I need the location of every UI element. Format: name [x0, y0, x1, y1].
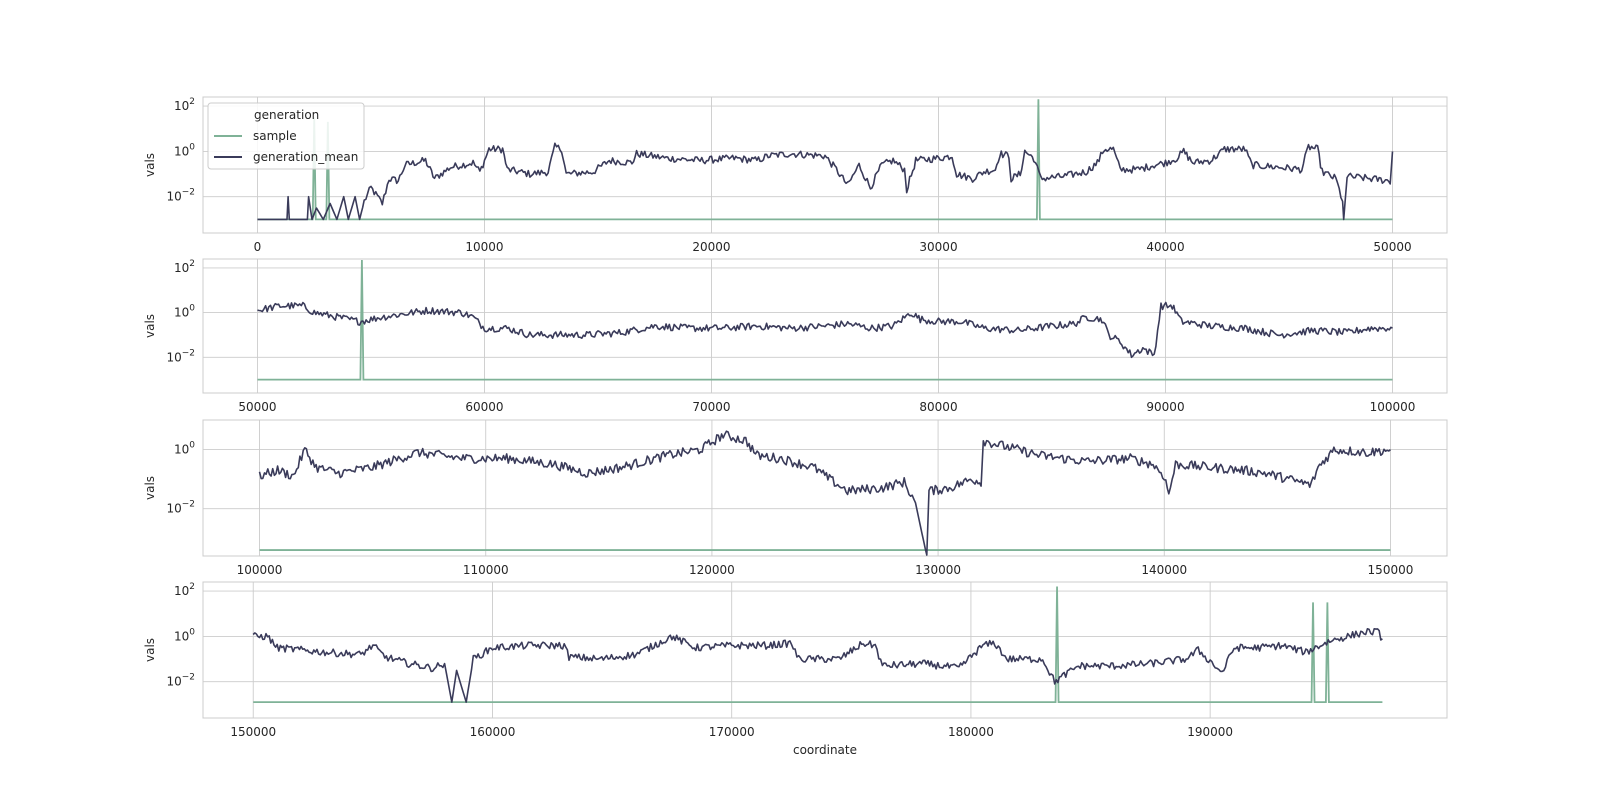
- x-tick-label: 60000: [465, 400, 503, 414]
- series-line-generation-mean: [252, 628, 1383, 703]
- x-tick-label: 50000: [238, 400, 276, 414]
- x-tick-label: 90000: [1146, 400, 1184, 414]
- y-tick-label: 102: [174, 582, 195, 598]
- series-line-sample: [257, 259, 1393, 381]
- y-tick-label: 10−2: [166, 348, 195, 364]
- y-tick-label: 102: [174, 97, 195, 113]
- panel-1: 0 10000 20000 30000 40000 50000 10−2 100 102 vals: [143, 96, 1448, 254]
- legend-frame: [207, 102, 365, 170]
- x-tick-label: 50000: [1373, 240, 1411, 254]
- y-axis-label: vals: [143, 153, 157, 177]
- series-line-generation-mean: [258, 430, 1392, 556]
- y-axis-label: vals: [143, 638, 157, 662]
- x-tick-label: 150000: [230, 725, 276, 739]
- x-tick-label: 40000: [1146, 240, 1184, 254]
- legend: generation sample generation_mean: [207, 102, 365, 170]
- y-tick-label: 10−2: [166, 673, 195, 689]
- y-axis-label: vals: [143, 314, 157, 338]
- y-tick-label: 100: [174, 441, 195, 457]
- x-tick-label: 20000: [692, 240, 730, 254]
- x-tick-label: 140000: [1141, 563, 1187, 577]
- x-tick-label: 0: [254, 240, 262, 254]
- legend-entry-sample: sample: [253, 129, 297, 143]
- x-tick-label: 10000: [465, 240, 503, 254]
- x-tick-label: 30000: [919, 240, 957, 254]
- x-tick-label: 70000: [692, 400, 730, 414]
- x-tick-label: 100000: [1370, 400, 1416, 414]
- series-line-generation-mean: [257, 301, 1393, 359]
- y-tick-label: 102: [174, 259, 195, 275]
- axes-frame: [202, 258, 1448, 394]
- y-tick-label: 100: [174, 627, 195, 643]
- x-tick-label: 120000: [689, 563, 735, 577]
- y-axis-label: vals: [143, 476, 157, 500]
- y-tick-label: 10−2: [166, 188, 195, 204]
- panels: 0 10000 20000 30000 40000 50000 10−2 100 102 vals…: [143, 96, 1448, 757]
- series-line-sample: [253, 586, 1383, 704]
- panel-4: 150000 160000 170000 180000 190000 10−2 100 102…: [143, 581, 1448, 757]
- x-tick-label: 180000: [948, 725, 994, 739]
- panel-3: 100000 110000 120000 130000 140000 150000 10−2…: [143, 419, 1448, 577]
- panel-2: 50000 60000 70000 80000 90000 100000 10−2 100 10…: [143, 258, 1448, 414]
- series-line-sample: [257, 99, 1393, 221]
- y-tick-label: 100: [174, 142, 195, 158]
- x-axis-label: coordinate: [793, 743, 857, 757]
- x-tick-label: 190000: [1187, 725, 1233, 739]
- x-tick-label: 160000: [470, 725, 516, 739]
- axes-frame: [202, 581, 1448, 719]
- x-tick-label: 130000: [915, 563, 961, 577]
- axes-frame: [202, 419, 1448, 557]
- x-tick-label: 100000: [237, 563, 283, 577]
- x-tick-label: 80000: [919, 400, 957, 414]
- series-line-generation-mean: [257, 142, 1394, 221]
- legend-entry-generation-mean: generation_mean: [253, 150, 358, 164]
- x-tick-label: 170000: [709, 725, 755, 739]
- y-tick-label: 10−2: [166, 500, 195, 516]
- axes-frame: [202, 96, 1448, 234]
- y-tick-label: 100: [174, 304, 195, 320]
- x-tick-label: 110000: [463, 563, 509, 577]
- x-tick-label: 150000: [1368, 563, 1414, 577]
- legend-title: generation: [254, 108, 319, 122]
